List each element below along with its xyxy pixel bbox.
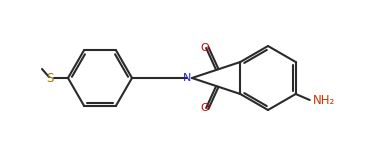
Text: NH₂: NH₂: [312, 95, 335, 108]
Text: O: O: [201, 103, 209, 113]
Text: N: N: [183, 73, 191, 83]
Text: O: O: [201, 43, 209, 53]
Text: S: S: [46, 71, 54, 84]
